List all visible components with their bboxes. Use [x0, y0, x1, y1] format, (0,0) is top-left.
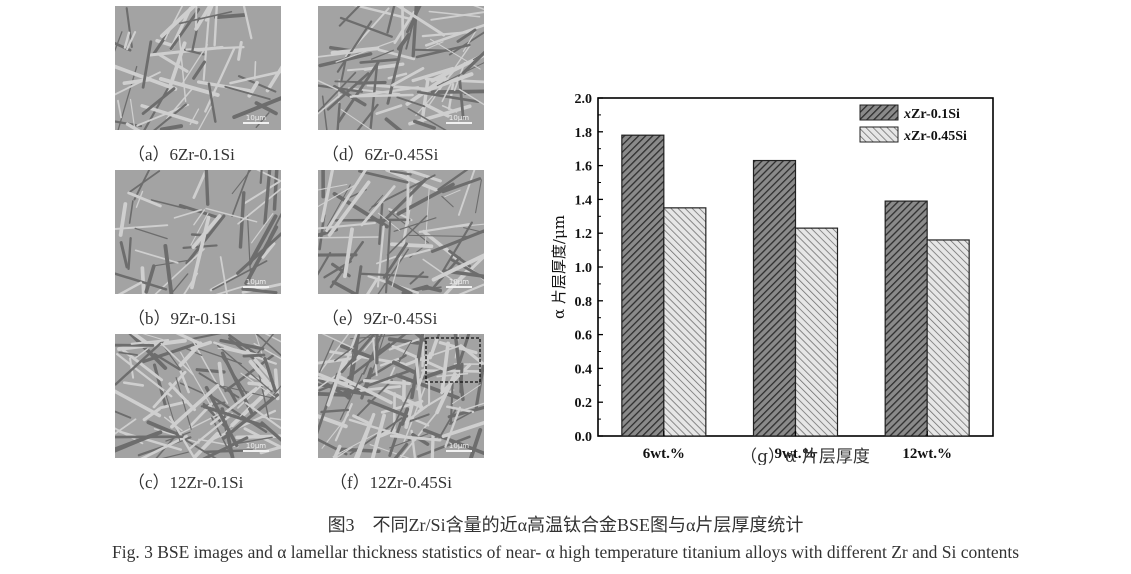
legend-swatch: [859, 104, 899, 121]
caption-g: （g）α 片层厚度: [740, 447, 870, 465]
y-tick-label: 1.4: [575, 193, 593, 208]
micrograph-e: 10μm: [318, 170, 484, 294]
chart-svg: 0.0 0.2 0.4 0.6 0.8 1.0 1.2 1.4 1.6 1.8 2.0 α 片层厚度/…: [550, 92, 994, 467]
scale-bar-label: 10μm: [246, 278, 266, 286]
y-tick-label: 0.2: [575, 396, 593, 411]
bar-chart-g: 0.0 0.2 0.4 0.6 0.8 1.0 1.2 1.4 1.6 1.8 2.0 α 片层厚度/…: [540, 85, 1010, 467]
y-tick-label: 1.0: [575, 261, 593, 276]
y-tick-label: 0.8: [575, 295, 593, 310]
figure-title-en: Fig. 3 BSE images and α lamellar thickne…: [111, 542, 1020, 562]
y-tick-label: 1.6: [575, 160, 593, 175]
micrograph-a: 10μm: [115, 6, 281, 130]
caption-e: （e）9Zr-0.45Si: [322, 309, 438, 328]
caption-d: （d）6Zr-0.45Si: [322, 145, 439, 164]
y-tick-label: 0.0: [575, 430, 593, 445]
scale-bar-label: 10μm: [246, 442, 266, 450]
bar-xzr-0.45si-2: [794, 227, 839, 437]
micrograph-d: 10μm: [318, 6, 484, 130]
figure-title-cn: 图3 不同Zr/Si含量的近α高温钛合金BSE图与α片层厚度统计: [327, 515, 804, 535]
y-tick-label: 0.6: [575, 329, 593, 344]
scale-bar-label: 10μm: [449, 442, 469, 450]
y-tick-label: 1.8: [575, 126, 593, 141]
micrograph-c: 10μm: [115, 334, 281, 458]
scale-bar-label: 10μm: [449, 114, 469, 122]
scale-bar-label: 10μm: [246, 114, 266, 122]
micrograph-b: 10μm: [115, 170, 281, 294]
legend-swatch: [859, 126, 899, 143]
caption-a: （a）6Zr-0.1Si: [128, 145, 235, 164]
y-tick-label: 2.0: [575, 92, 593, 107]
caption-f: （f）12Zr-0.45Si: [330, 473, 452, 492]
y-tick-label: 0.4: [575, 362, 593, 377]
caption-b: （b）9Zr-0.1Si: [128, 309, 236, 328]
bar-xzr-0.1si-2: [752, 159, 797, 437]
bar-xzr-0.45si-1: [663, 207, 707, 437]
x-tick-label: 9wt.%: [774, 446, 816, 462]
bar-xzr-0.45si-3: [926, 239, 970, 437]
bar-xzr-0.1si-1: [621, 134, 665, 437]
caption-c: （c）12Zr-0.1Si: [128, 473, 244, 492]
micrograph-f: 10μm: [318, 334, 484, 458]
x-tick-label: 6wt.%: [643, 446, 685, 462]
legend-label: xZr-0.45Si: [903, 129, 967, 144]
legend-label: xZr-0.1Si: [903, 107, 960, 122]
x-tick-label: 12wt.%: [902, 446, 952, 462]
bar-xzr-0.1si-3: [884, 200, 928, 437]
y-axis-label: α 片层厚度/μm: [550, 215, 568, 319]
scale-bar-label: 10μm: [449, 278, 469, 286]
y-tick-label: 1.2: [575, 227, 593, 242]
